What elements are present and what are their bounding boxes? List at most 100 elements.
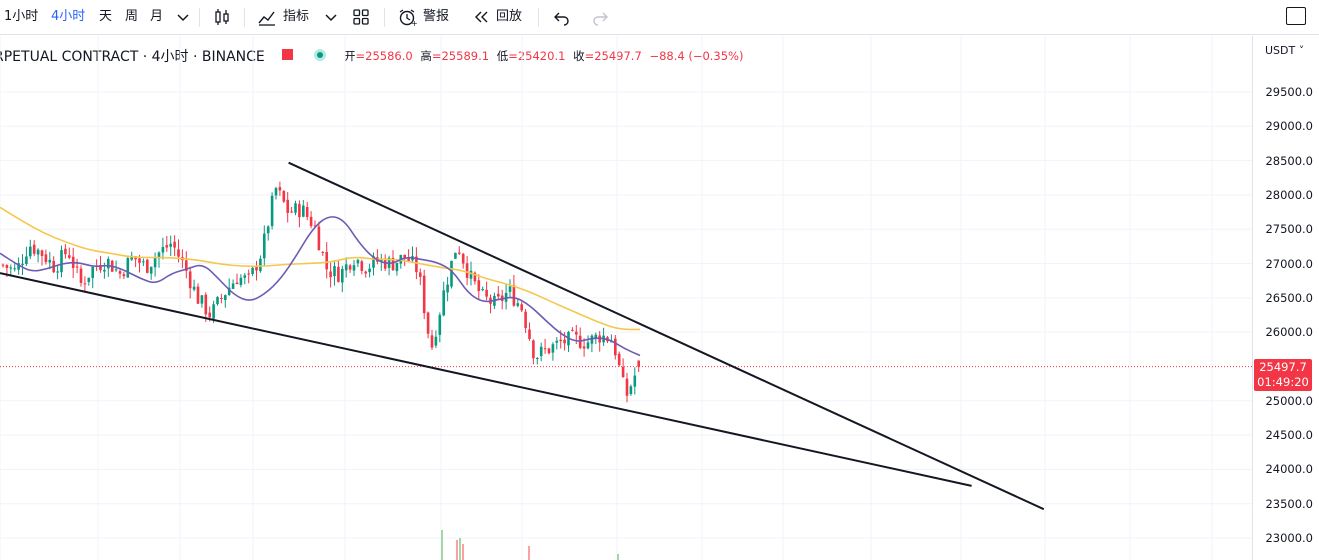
candle-body — [395, 262, 399, 272]
price-tick: 27000.0 — [1265, 256, 1313, 271]
candle-body — [25, 256, 28, 264]
candle-body — [372, 256, 375, 268]
candle-body — [461, 253, 465, 264]
candle-body — [138, 258, 141, 263]
candle-body — [313, 225, 317, 227]
alarm-clock-icon[interactable]: + — [396, 6, 418, 28]
candle-body — [337, 266, 340, 282]
candle-body — [625, 378, 629, 396]
candle-body — [512, 285, 516, 306]
candle-body — [356, 259, 360, 264]
price-axis[interactable]: USDT ˅ 29500.0 29000.0 28500.0 28000.0 27500… — [1252, 36, 1319, 560]
candle-body — [13, 268, 16, 270]
candle-body — [298, 203, 301, 218]
candle-body — [348, 265, 352, 270]
candle-body — [87, 277, 91, 282]
candle-body — [17, 263, 20, 270]
candle-body — [329, 271, 332, 278]
candle-body — [149, 266, 153, 274]
candle-body — [582, 346, 586, 349]
toolbar-divider — [244, 8, 245, 27]
candle-body — [321, 251, 325, 253]
candle-body — [614, 338, 617, 356]
undo-icon[interactable] — [551, 6, 573, 28]
currency-selector[interactable]: USDT ˅ — [1265, 44, 1305, 57]
candle-body — [9, 267, 13, 269]
candle-body — [344, 264, 348, 271]
high-label: 高 — [420, 49, 432, 63]
open-value: =25586.0 — [355, 49, 413, 63]
interval-month[interactable]: 月 — [150, 9, 164, 24]
candle-body — [239, 277, 243, 285]
last-price-badge: 25497.7 01:49:20 — [1254, 359, 1312, 391]
replay-button[interactable]: 回放 — [496, 9, 523, 24]
candle-body — [360, 261, 364, 271]
price-tick: 28000.0 — [1265, 187, 1313, 202]
ma-fast-line — [0, 216, 641, 357]
interval-day[interactable]: 天 — [99, 9, 113, 24]
candle-body — [637, 360, 640, 367]
ohlc-values: 开=25586.0 高=25589.1 低=25420.1 收=25497.7 … — [344, 48, 747, 64]
fullscreen-button[interactable] — [1286, 7, 1306, 25]
candle-body — [107, 258, 110, 269]
replay-icon[interactable] — [470, 6, 492, 28]
trendline — [288, 161, 1045, 511]
candle-body — [590, 335, 594, 344]
interval-week[interactable]: 周 — [125, 9, 139, 24]
candle-body — [48, 259, 52, 263]
price-tick: 25000.0 — [1265, 393, 1313, 408]
candle-body — [473, 272, 477, 282]
interval-4h[interactable]: 4小时 — [51, 9, 86, 24]
interval-1h[interactable]: 1小时 — [4, 9, 39, 24]
candle-body — [571, 329, 574, 331]
candle-body — [255, 266, 258, 271]
layout-grid-icon[interactable] — [350, 6, 372, 28]
candle-body — [536, 357, 539, 359]
candle-body — [161, 247, 165, 253]
candle-body — [477, 280, 481, 292]
volume-bar — [528, 546, 530, 560]
candle-body — [438, 314, 442, 335]
candle-body — [130, 255, 133, 260]
candle-body — [251, 267, 254, 274]
candle-body — [442, 290, 445, 316]
candle-body — [32, 244, 36, 254]
candle-body — [497, 293, 500, 297]
candle-body — [532, 340, 535, 359]
price-tick: 27500.0 — [1265, 222, 1313, 237]
candle-body — [114, 269, 118, 271]
candle-body — [286, 199, 289, 213]
price-tick: 29000.0 — [1265, 119, 1313, 134]
candle-body — [528, 329, 531, 339]
chevron-down-icon[interactable] — [320, 6, 342, 28]
indicators-icon[interactable] — [256, 6, 278, 28]
candle-body — [446, 284, 449, 293]
alert-button[interactable]: 警报 — [423, 9, 450, 24]
indicators-button[interactable]: 指标 — [283, 9, 310, 24]
candle-body — [481, 288, 484, 290]
candle-body — [415, 256, 418, 273]
close-label: 收 — [573, 49, 585, 63]
candlestick-icon[interactable] — [211, 6, 233, 28]
flag-icon[interactable] — [282, 49, 293, 60]
redo-icon[interactable] — [589, 6, 611, 28]
candle-body — [165, 245, 169, 248]
price-tick: 26500.0 — [1265, 290, 1313, 305]
volume-bar — [617, 554, 619, 560]
candle-body — [325, 251, 328, 270]
candle-body — [426, 312, 430, 334]
price-chart[interactable] — [0, 36, 1252, 560]
symbol-title[interactable]: RPETUAL CONTRACT · 4小时 · BINANCE — [0, 49, 265, 65]
volume-bar — [459, 538, 461, 560]
price-tick: 23500.0 — [1265, 496, 1313, 511]
candle-body — [469, 270, 473, 279]
price-tick: 26000.0 — [1265, 325, 1313, 340]
price-tick: 23000.0 — [1265, 531, 1313, 545]
candle-body — [380, 258, 383, 262]
candle-body — [157, 252, 161, 259]
candle-body — [551, 344, 555, 353]
chevron-down-icon[interactable] — [172, 6, 194, 28]
candle-body — [99, 265, 102, 271]
candle-body — [278, 187, 282, 191]
candle-body — [270, 195, 274, 227]
